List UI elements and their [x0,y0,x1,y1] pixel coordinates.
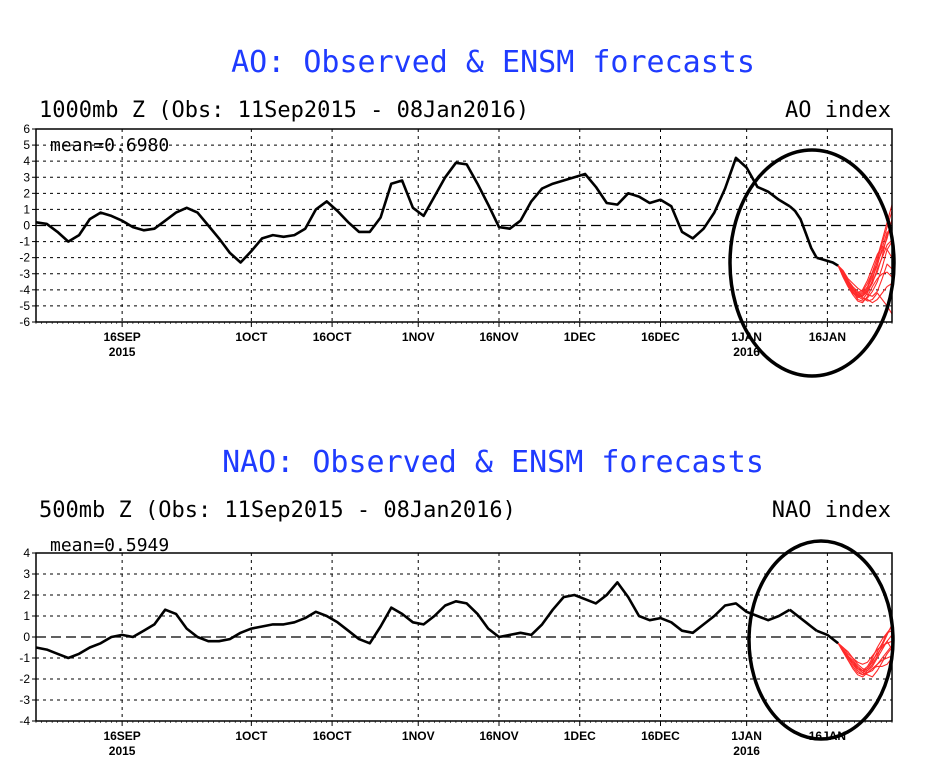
y-tick-label: 0 [23,630,30,644]
ensemble-forecast-line [837,626,893,672]
ensemble-forecast-line [837,263,893,297]
x-tick-year: 2016 [733,744,760,758]
y-tick-label: 1 [23,202,30,216]
mean-label: mean=0.6980 [50,135,169,156]
x-tick-label: 16JAN [809,330,846,344]
ensemble-forecast-line [837,210,893,301]
x-tick-label: 16DEC [641,729,680,743]
highlight-circle [747,539,895,741]
y-tick-label: -5 [19,299,30,313]
y-tick-label: -3 [19,267,30,281]
x-tick-label: 16SEP [103,729,140,743]
y-tick-label: 3 [23,567,30,581]
x-tick-label: 16DEC [641,330,680,344]
observed-series-line [35,156,791,264]
index-label: NAO index [772,498,891,523]
highlight-circle [728,148,896,378]
ensemble-forecast-line [837,640,893,674]
chart-title: AO: Observed & ENSM forecasts [231,45,755,80]
x-tick-label: 1JAN [731,729,762,743]
ensemble-forecast-line [837,640,893,665]
ensemble-forecast-line [837,634,893,672]
x-tick-label: 16OCT [313,330,352,344]
nao-chart: NAO: Observed & ENSM forecasts 500mb Z (… [19,445,893,758]
x-tick-label: 16NOV [479,330,518,344]
ensemble-forecast-line [837,642,893,674]
y-tick-label: -6 [19,315,30,329]
ensemble-forecast-line [837,239,893,297]
y-tick-label: 2 [23,186,30,200]
x-tick-label: 1OCT [235,729,268,743]
y-tick-label: -4 [19,283,30,297]
plot-frame [35,128,893,323]
ao-chart: AO: Observed & ENSM forecasts 1000mb Z (… [19,45,893,359]
observed-series-line [816,256,839,267]
y-tick-label: 5 [23,138,30,152]
x-tick-year: 2015 [109,744,136,758]
chart-subtitle: 500mb Z (Obs: 11Sep2015 - 08Jan2016) [39,498,516,523]
y-tick-label: 4 [23,546,30,560]
y-tick-label: 4 [23,154,30,168]
chart-title: NAO: Observed & ENSM forecasts [222,445,764,480]
y-tick-label: -1 [19,651,30,665]
y-tick-label: -2 [19,251,30,265]
observed-series-line [788,205,818,259]
x-tick-label: 16OCT [313,729,352,743]
x-tick-label: 1DEC [564,729,596,743]
x-tick-year: 2016 [733,345,760,359]
x-tick-label: 1NOV [402,330,435,344]
y-tick-label: -1 [19,235,30,249]
index-label: AO index [785,98,891,123]
x-tick-year: 2015 [109,345,136,359]
ensemble-forecast-line [837,265,893,304]
x-tick-label: 1OCT [235,330,268,344]
y-tick-label: -4 [19,714,30,728]
observed-series-line [788,608,818,632]
observed-series-line [816,629,839,645]
chart-subtitle: 1000mb Z (Obs: 11Sep2015 - 08Jan2016) [39,98,529,123]
y-tick-label: 0 [23,219,30,233]
ensemble-forecast-line [837,643,893,678]
y-tick-label: -3 [19,693,30,707]
y-tick-label: -2 [19,672,30,686]
x-tick-label: 16NOV [479,729,518,743]
y-tick-label: 2 [23,588,30,602]
y-tick-label: 1 [23,609,30,623]
mean-label: mean=0.5949 [50,535,169,556]
x-tick-label: 1DEC [564,330,596,344]
x-tick-label: 16SEP [103,330,140,344]
observed-series-line [35,581,791,660]
y-tick-label: 6 [23,122,30,136]
y-tick-label: 3 [23,170,30,184]
x-tick-label: 1NOV [402,729,435,743]
